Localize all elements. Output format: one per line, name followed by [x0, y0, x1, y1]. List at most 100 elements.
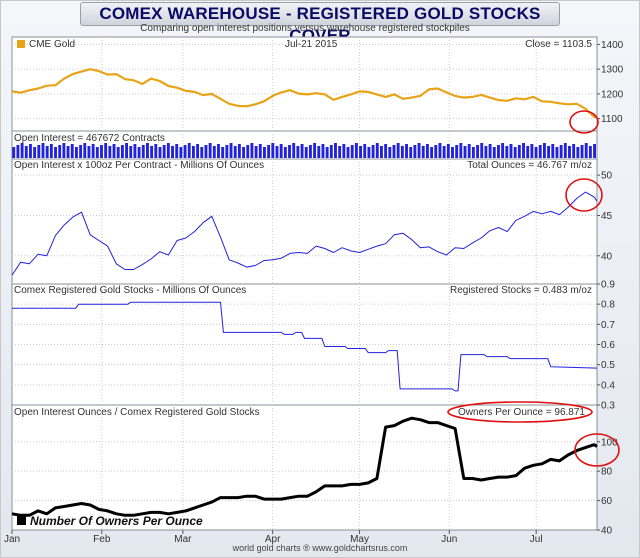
oi-bar: [497, 145, 500, 158]
panel-labels-layer: CME Gold Jul-21 2015 Close = 1103.5 Open…: [14, 39, 592, 418]
ytick-label-registered: 0.6: [601, 340, 615, 351]
oi-bar: [338, 146, 342, 158]
oi-bar: [146, 143, 149, 158]
xtick-label-May: May: [350, 534, 369, 545]
oi-bar: [317, 146, 321, 158]
panel-bg-oi_ounces: [11, 158, 598, 285]
oi-bar: [342, 144, 346, 158]
chart-subtitle: Comparing open interest positions versus…: [140, 23, 470, 34]
oi-bar: [476, 145, 479, 158]
oi-bar: [137, 147, 141, 158]
oi-bar: [526, 146, 530, 158]
oi-bar: [505, 146, 509, 158]
highlight-circle-oi: [565, 178, 603, 212]
oi-bar: [100, 145, 103, 158]
oi-bar: [409, 147, 413, 158]
oi-bar: [346, 147, 350, 158]
oi-bar: [304, 147, 308, 158]
oi-bar: [104, 143, 108, 158]
oi-bar: [83, 143, 87, 158]
oi-bar: [417, 143, 421, 158]
legend-swatch: [17, 516, 26, 526]
oi-bar: [233, 146, 237, 158]
oi-bar: [593, 144, 596, 158]
oi-bar: [375, 143, 379, 158]
oi-bar: [217, 144, 220, 158]
oi-bar: [396, 143, 400, 158]
oi-bar: [112, 144, 116, 158]
oi-bar: [430, 147, 434, 158]
ytick-label-ratio: 40: [601, 526, 613, 537]
panel-bg-ratio: [11, 404, 598, 531]
oi-bar: [534, 147, 538, 158]
footer-credit: world gold charts ® www.goldchartsrus.co…: [232, 543, 408, 553]
registered-label: Comex Registered Gold Stocks - Millions …: [14, 285, 246, 296]
oi-bar: [288, 145, 291, 158]
oi-bar: [74, 147, 78, 158]
oi-bar: [359, 146, 362, 158]
highlight-circle-ratio: [574, 433, 620, 467]
ytick-label-oi_ounces: 40: [601, 251, 613, 262]
oi-bar: [492, 147, 496, 158]
oi-bar: [24, 146, 28, 158]
oi-bar: [162, 145, 166, 158]
oi-bar: [354, 143, 358, 158]
oi-bar: [91, 144, 95, 158]
oi-bar: [41, 143, 45, 158]
oi-bar: [12, 147, 16, 158]
ytick-label-registered: 0.8: [601, 300, 615, 311]
oi-bar: [275, 146, 279, 158]
oi-bar: [451, 147, 454, 158]
xtick-label-Mar: Mar: [174, 534, 192, 545]
oi-bar: [551, 144, 555, 158]
oi-bar: [588, 146, 592, 158]
oi-bar: [120, 145, 124, 158]
oi-bar: [70, 144, 74, 158]
oi-bar: [421, 146, 425, 158]
gold-legend-swatch: [17, 40, 25, 48]
oi-bar: [413, 145, 417, 158]
ytick-label-registered: 0.9: [601, 280, 615, 291]
oi-bar: [308, 145, 312, 158]
series-line-oi_ounces: [11, 191, 598, 276]
xtick-label-Jan: Jan: [4, 534, 20, 545]
oi-bar: [175, 144, 179, 158]
ytick-label-registered: 0.7: [601, 320, 615, 331]
oi-bar: [263, 147, 266, 158]
xtick-label-Apr: Apr: [265, 534, 281, 545]
oi-bar: [16, 145, 20, 158]
oi-bar: [405, 144, 408, 158]
oi-bar: [555, 147, 559, 158]
oi-bar: [191, 146, 195, 158]
oi-bar: [225, 145, 229, 158]
oi-bar: [237, 144, 241, 158]
oi-bar: [384, 144, 388, 158]
ytick-label-registered: 0.4: [601, 380, 615, 391]
oi-bar: [363, 144, 367, 158]
panel-bg-gold: [11, 36, 598, 132]
xtick-label-Feb: Feb: [93, 534, 111, 545]
oi-bar: [542, 143, 546, 158]
oi-bar: [392, 145, 396, 158]
oi-bar: [229, 143, 233, 158]
legend: Number Of Owners Per Ounce: [17, 514, 203, 528]
ytick-label-ratio: 60: [601, 496, 613, 507]
oi-bar: [292, 143, 296, 158]
oi-bar: [388, 147, 392, 158]
oi-bar: [196, 144, 200, 158]
oi-bar: [54, 147, 57, 158]
oi-bar: [367, 147, 371, 158]
xtick-label-Jul: Jul: [530, 534, 543, 545]
oi-bar: [501, 143, 505, 158]
annotations-layer: [447, 110, 620, 467]
oi-bar: [108, 146, 112, 158]
oi-bar: [33, 147, 37, 158]
ratio-label: Open Interest Ounces / Comex Registered …: [14, 407, 260, 418]
oi-bar: [442, 146, 446, 158]
oi-bar: [212, 146, 216, 158]
oi-bar: [584, 143, 588, 158]
oi-bar: [183, 145, 187, 158]
oi-bar: [572, 144, 576, 158]
series-layer: [11, 68, 598, 517]
oi-bar: [29, 144, 32, 158]
